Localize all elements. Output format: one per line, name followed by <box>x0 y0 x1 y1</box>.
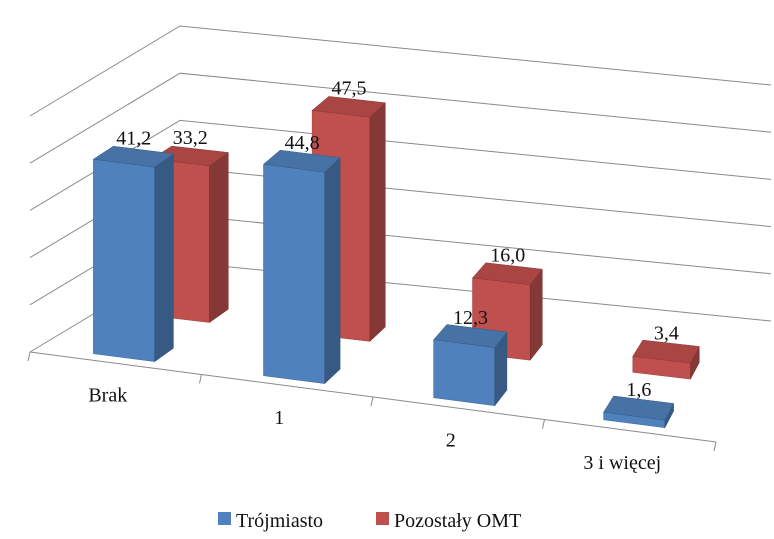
axis-tick <box>370 396 374 407</box>
bar-0-0 <box>92 145 175 363</box>
bar-top-face <box>433 324 508 348</box>
legend-label: Trójmiasto <box>236 510 323 532</box>
bar-top-face <box>311 96 386 118</box>
category-label: Brak <box>88 384 127 406</box>
bar-top-face <box>92 145 175 168</box>
bar-side-face <box>324 157 341 385</box>
category-label: 3 i więcej <box>583 452 661 474</box>
bar-0-1 <box>262 149 341 385</box>
axis-tick <box>27 351 31 362</box>
data-label: 44,8 <box>285 132 320 154</box>
bar-front-face <box>433 339 496 406</box>
bar-top-face <box>262 149 341 173</box>
category-labels: Brak 1 2 3 i więcej <box>88 384 661 474</box>
data-label: 1,6 <box>626 379 651 401</box>
bar-front-face <box>93 158 155 362</box>
gridline <box>29 119 772 211</box>
bar-top-face <box>471 262 543 285</box>
bar-side-face <box>369 102 386 342</box>
data-label: 33,2 <box>173 127 208 149</box>
category-label: 1 <box>274 407 284 429</box>
bar-front-face <box>263 163 325 384</box>
chart-floor <box>27 351 717 452</box>
legend-label: Pozostały OMT <box>394 510 521 532</box>
legend-swatch <box>218 512 231 525</box>
legend-item: Pozostały OMT <box>376 510 521 532</box>
data-label: 16,0 <box>490 245 525 267</box>
category-label: 2 <box>446 429 456 451</box>
bars <box>92 96 700 428</box>
legend-item: Trójmiasto <box>218 510 323 532</box>
bar-0-2 <box>433 324 508 407</box>
data-label: 12,3 <box>453 307 488 329</box>
value-labels: 33,2 47,5 16,0 3,4 41,2 44,8 12,3 1,6 <box>116 78 679 401</box>
bar-top-face <box>603 395 674 421</box>
bar-top-face <box>632 339 700 364</box>
data-label: 41,2 <box>116 128 151 150</box>
data-label: 47,5 <box>332 78 367 100</box>
bar-side-face <box>529 268 543 361</box>
legend-swatch <box>376 512 389 525</box>
bar-side-face <box>154 153 174 363</box>
axis-tick <box>713 441 717 452</box>
bar-1-3 <box>632 339 700 380</box>
legend: Trójmiasto Pozostały OMT <box>218 510 521 532</box>
gridline <box>29 72 772 164</box>
bar-0-3 <box>603 395 674 428</box>
data-label: 3,4 <box>654 323 679 345</box>
axis-tick <box>542 419 545 429</box>
bar-side-face <box>209 152 229 323</box>
gridline <box>29 25 772 117</box>
axis-tick <box>199 374 202 384</box>
